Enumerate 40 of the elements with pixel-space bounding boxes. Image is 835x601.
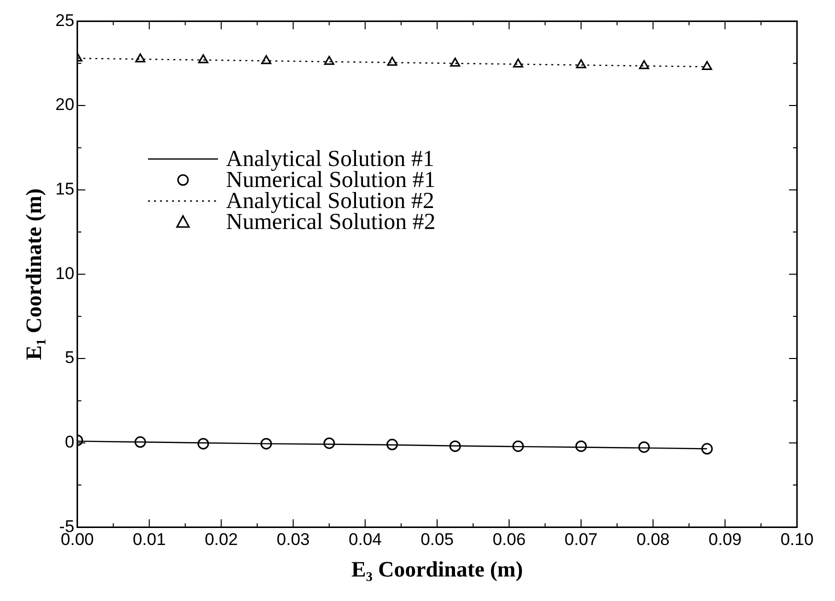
x-tick-label: 0.10 bbox=[780, 530, 814, 550]
point bbox=[702, 60, 712, 70]
y-tick-label: 5 bbox=[64, 348, 74, 368]
y-axis-title: E₁ Coordinate (m) bbox=[20, 188, 46, 360]
y-tick-label: 20 bbox=[55, 95, 74, 114]
point bbox=[513, 58, 524, 68]
x-tick-label: 0.09 bbox=[708, 530, 742, 550]
y-tick-label: 0 bbox=[64, 432, 74, 452]
point bbox=[449, 440, 461, 452]
point bbox=[198, 54, 208, 64]
point bbox=[260, 438, 272, 450]
point bbox=[701, 443, 713, 455]
legend-label: Analytical Solution #2 bbox=[226, 188, 434, 213]
point bbox=[386, 438, 398, 450]
x-tick-label: 0.07 bbox=[564, 530, 598, 550]
point bbox=[324, 56, 334, 65]
point bbox=[198, 438, 210, 450]
x-tick-label: 0.01 bbox=[132, 530, 166, 550]
point bbox=[512, 440, 524, 452]
point bbox=[261, 55, 272, 64]
x-tick-label: 0.06 bbox=[492, 530, 526, 550]
x-tick-label: 0.08 bbox=[636, 530, 670, 550]
x-axis-title: E₃ Coordinate (m) bbox=[351, 556, 523, 582]
y-tick-label: 10 bbox=[55, 264, 74, 283]
point bbox=[134, 436, 146, 448]
x-tick-label: 0.04 bbox=[348, 530, 382, 550]
y-tick-label: 25 bbox=[55, 10, 74, 30]
point bbox=[135, 53, 146, 62]
x-tick-label: 0.03 bbox=[276, 530, 310, 550]
y-tick-label: 15 bbox=[55, 180, 74, 199]
point bbox=[638, 60, 650, 70]
point bbox=[450, 58, 460, 67]
x-tick-label: 0.02 bbox=[204, 530, 238, 550]
point bbox=[323, 437, 335, 449]
point bbox=[638, 441, 650, 453]
point bbox=[576, 59, 586, 68]
point bbox=[387, 56, 398, 66]
point bbox=[575, 440, 587, 452]
legend-label: Analytical Solution #1 bbox=[226, 146, 434, 171]
x-tick-label: 0.05 bbox=[420, 530, 454, 550]
